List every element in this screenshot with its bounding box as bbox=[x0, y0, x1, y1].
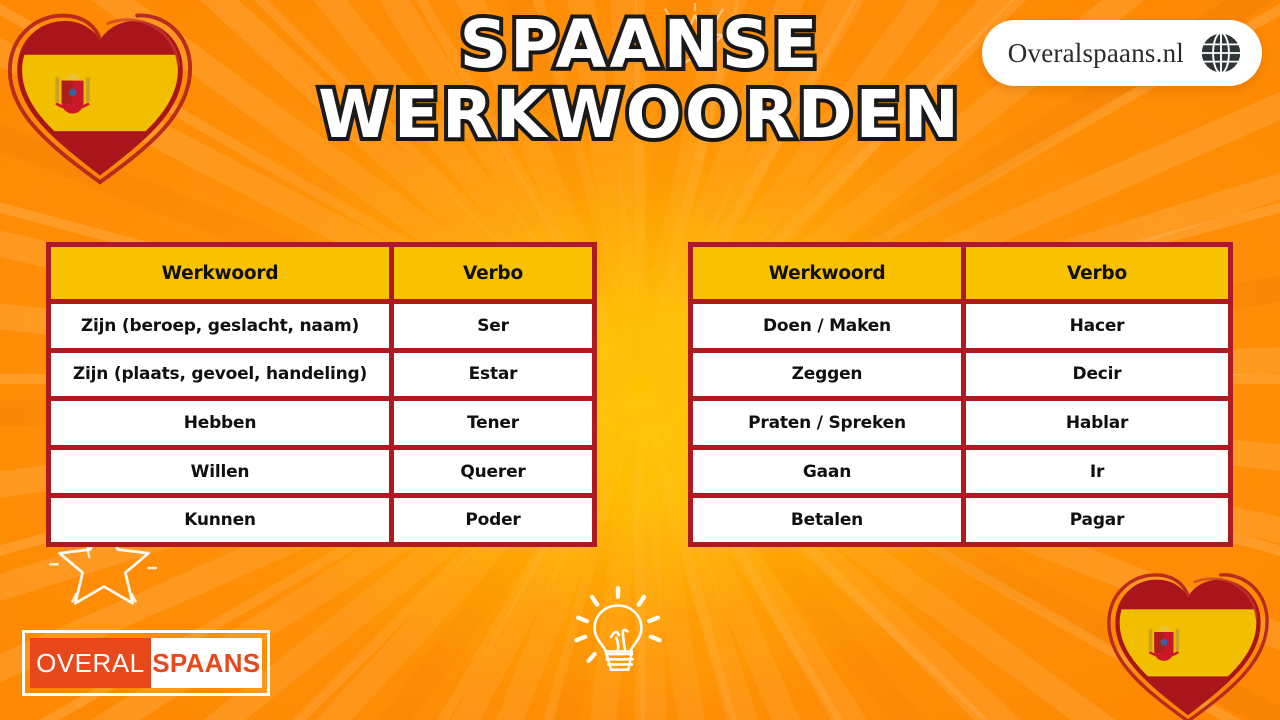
cell-dutch-verb: Gaan bbox=[693, 449, 961, 494]
table-row: Hebben Tener bbox=[51, 401, 592, 445]
table-row: Zijn (plaats, gevoel, handeling) Estar bbox=[51, 352, 592, 397]
cell-dutch-verb: Zijn (beroep, geslacht, naam) bbox=[51, 304, 389, 348]
table-row: Gaan Ir bbox=[693, 449, 1228, 494]
cell-dutch-verb: Zijn (plaats, gevoel, handeling) bbox=[51, 352, 389, 397]
cell-dutch-verb: Hebben bbox=[51, 401, 389, 445]
verb-table-left: Werkwoord Verbo Zijn (beroep, geslacht, … bbox=[46, 242, 597, 547]
table-row: Betalen Pagar bbox=[693, 498, 1228, 542]
cell-spanish-verb: Estar bbox=[394, 352, 592, 397]
cell-dutch-verb: Betalen bbox=[693, 498, 961, 542]
site-badge[interactable]: Overalspaans.nl bbox=[981, 20, 1262, 86]
cell-spanish-verb: Pagar bbox=[966, 498, 1228, 542]
verb-table-right: Werkwoord Verbo Doen / Maken Hacer Zegge… bbox=[688, 242, 1233, 547]
brand-logo[interactable]: OVERAL SPAANS bbox=[22, 630, 270, 696]
table-row: Zeggen Decir bbox=[693, 352, 1228, 397]
cell-dutch-verb: Praten / Spreken bbox=[693, 401, 961, 445]
globe-icon bbox=[1198, 30, 1244, 76]
table-row: Willen Querer bbox=[51, 449, 592, 494]
spanish-flag-heart-icon bbox=[2, 0, 198, 190]
cell-spanish-verb: Querer bbox=[394, 449, 592, 494]
cell-spanish-verb: Ir bbox=[966, 449, 1228, 494]
column-header-verbo: Verbo bbox=[966, 247, 1228, 299]
table-row: Zijn (beroep, geslacht, naam) Ser bbox=[51, 304, 592, 348]
table-header-row: Werkwoord Verbo bbox=[51, 247, 592, 299]
cell-dutch-verb: Willen bbox=[51, 449, 389, 494]
table-header-row: Werkwoord Verbo bbox=[693, 247, 1228, 299]
cell-dutch-verb: Zeggen bbox=[693, 352, 961, 397]
cell-dutch-verb: Kunnen bbox=[51, 498, 389, 542]
logo-text-overal: OVERAL bbox=[30, 638, 151, 688]
cell-spanish-verb: Hacer bbox=[966, 304, 1228, 348]
cell-spanish-verb: Poder bbox=[394, 498, 592, 542]
spanish-flag-heart-icon bbox=[1102, 556, 1274, 720]
logo-text-spaans: SPAANS bbox=[150, 638, 262, 688]
site-badge-label: Overalspaans.nl bbox=[1007, 37, 1184, 68]
cell-spanish-verb: Decir bbox=[966, 352, 1228, 397]
column-header-werkwoord: Werkwoord bbox=[51, 247, 389, 299]
lightbulb-icon bbox=[566, 583, 670, 692]
table-row: Kunnen Poder bbox=[51, 498, 592, 542]
column-header-werkwoord: Werkwoord bbox=[693, 247, 961, 299]
cell-dutch-verb: Doen / Maken bbox=[693, 304, 961, 348]
star-outline-icon bbox=[658, 2, 732, 76]
table-row: Doen / Maken Hacer bbox=[693, 304, 1228, 348]
column-header-verbo: Verbo bbox=[394, 247, 592, 299]
table-row: Praten / Spreken Hablar bbox=[693, 401, 1228, 445]
cell-spanish-verb: Ser bbox=[394, 304, 592, 348]
cell-spanish-verb: Tener bbox=[394, 401, 592, 445]
cell-spanish-verb: Hablar bbox=[966, 401, 1228, 445]
